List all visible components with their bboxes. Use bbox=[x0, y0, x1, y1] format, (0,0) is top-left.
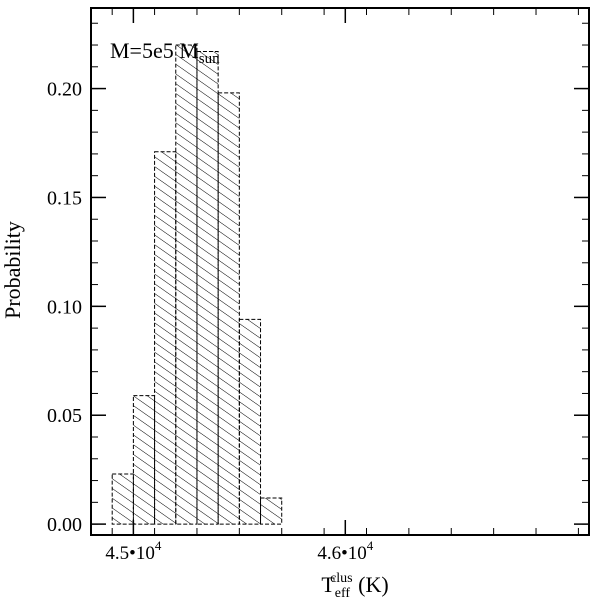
histogram-bar-3 bbox=[175, 44, 198, 525]
y-axis-label: Probability bbox=[0, 221, 25, 319]
y-axis: 0.00 0.05 0.10 0.15 0.20 bbox=[47, 22, 589, 536]
histogram-bar-1 bbox=[132, 395, 156, 525]
histogram-bar-0 bbox=[111, 473, 134, 525]
mass-annotation-subscript: sun bbox=[199, 51, 220, 67]
x-axis-label-main: T bbox=[321, 572, 335, 597]
x-tick-exponent: 4 bbox=[155, 538, 162, 553]
x-axis: 4.5•104 4.6•104 bbox=[105, 8, 579, 564]
x-tick-mantissa: 4.5•10 bbox=[105, 543, 154, 564]
y-tick-label: 0.20 bbox=[47, 79, 82, 101]
x-axis-label: Teffclus (K) bbox=[321, 571, 388, 601]
y-tick-label: 0.05 bbox=[47, 405, 82, 427]
x-tick-label: 4.5•104 bbox=[105, 538, 161, 564]
x-axis-label-unit: (K) bbox=[353, 572, 389, 597]
y-tick-label: 0.15 bbox=[47, 187, 82, 209]
histogram-bar-5 bbox=[217, 92, 240, 525]
x-tick-exponent: 4 bbox=[367, 538, 374, 553]
x-axis-label-subscript: eff bbox=[335, 586, 351, 601]
bars-group bbox=[111, 44, 283, 525]
x-tick-label: 4.6•104 bbox=[317, 538, 373, 564]
mass-annotation-text: M=5e5 M bbox=[110, 38, 199, 63]
histogram-bar-2 bbox=[154, 151, 177, 525]
y-tick-label: 0.10 bbox=[47, 296, 82, 318]
histogram-bar-6 bbox=[238, 318, 262, 525]
x-axis-label-superscript: clus bbox=[330, 571, 353, 586]
x-tick-mantissa: 4.6•10 bbox=[317, 543, 366, 564]
y-tick-label: 0.00 bbox=[47, 514, 82, 536]
histogram-bar-4 bbox=[196, 51, 219, 525]
plot-frame bbox=[90, 7, 590, 536]
mass-annotation: M=5e5 Msun bbox=[110, 38, 220, 67]
histogram-bar-7 bbox=[260, 497, 283, 525]
